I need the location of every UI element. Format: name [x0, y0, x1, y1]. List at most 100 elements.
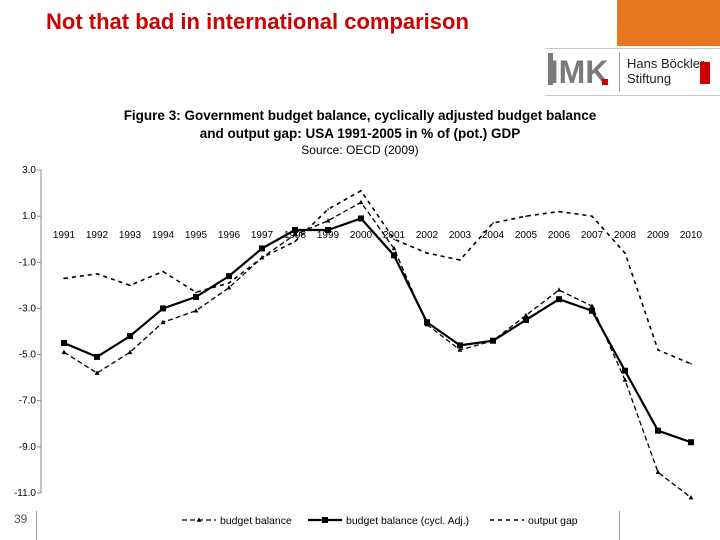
- data-point: [457, 347, 463, 352]
- data-point: [160, 305, 166, 312]
- y-tick-label: 3.0: [22, 165, 36, 176]
- legend-marker: [196, 517, 202, 522]
- data-point: [688, 439, 694, 446]
- x-tick-label: 2005: [515, 230, 538, 241]
- data-point: [622, 367, 628, 374]
- y-tick-label: 1.0: [22, 211, 36, 222]
- chart-legend: budget balance budget balance (cycl. Adj.…: [182, 515, 578, 527]
- data-point: [226, 285, 232, 290]
- chart-title-line1: Figure 3: Government budget balance, cyc…: [124, 108, 597, 123]
- y-tick-label: -9.0: [19, 442, 37, 453]
- logo-line2: Stiftung: [627, 71, 672, 86]
- data-point: [457, 342, 463, 349]
- x-tick-label: 1996: [218, 230, 241, 241]
- x-tick-label: 1999: [317, 230, 340, 241]
- data-point: [393, 238, 395, 241]
- data-point: [228, 282, 230, 284]
- logo-divider-bottom: [545, 95, 720, 96]
- data-point: [94, 353, 100, 360]
- legend-label: budget balance (cycl. Adj.): [346, 515, 469, 527]
- footer-rule-right: [619, 511, 620, 540]
- x-tick-label: 2001: [383, 230, 406, 241]
- data-point: [688, 495, 694, 500]
- data-point: [492, 222, 494, 224]
- data-point: [622, 377, 628, 382]
- chart-source: Source: OECD (2009): [301, 143, 418, 157]
- legend-label: budget balance: [220, 515, 292, 527]
- foundation-logo: Hans Böckler Stiftung: [627, 56, 704, 86]
- budget-balance-chart: Figure 3: Government budget balance, cyc…: [14, 108, 703, 527]
- legend-label: output gap: [528, 515, 578, 527]
- data-point: [292, 226, 298, 233]
- x-tick-label: 2004: [482, 230, 505, 241]
- y-tick-label: -1.0: [19, 257, 37, 268]
- x-tick-label: 2010: [680, 230, 703, 241]
- data-point: [655, 469, 661, 475]
- data-point: [292, 232, 298, 237]
- data-point: [591, 215, 593, 217]
- x-tick-label: 2002: [416, 230, 439, 241]
- page-number: 39: [14, 512, 28, 526]
- x-tick-label: 1994: [152, 230, 175, 241]
- data-point: [63, 277, 65, 280]
- data-point: [61, 349, 67, 355]
- data-point: [690, 363, 692, 365]
- x-tick-label: 1995: [185, 230, 208, 241]
- data-point: [589, 307, 595, 314]
- data-point: [624, 252, 626, 254]
- data-point: [358, 199, 364, 205]
- x-tick-label: 1992: [86, 230, 109, 241]
- x-tick-label: 2006: [548, 230, 571, 241]
- data-point: [226, 273, 232, 280]
- logo-separator: [619, 52, 620, 92]
- data-point: [391, 252, 397, 259]
- y-tick-label: -7.0: [19, 396, 37, 407]
- logo-line1: Hans Böckler: [627, 56, 705, 71]
- data-point: [657, 349, 659, 351]
- data-point: [589, 303, 595, 308]
- series-line-0: [63, 201, 692, 499]
- data-point: [523, 312, 529, 318]
- page-title: Not that bad in international comparison: [46, 9, 469, 34]
- data-point: [162, 270, 164, 273]
- x-tick-label: 1993: [119, 230, 142, 241]
- data-point: [558, 210, 560, 213]
- data-point: [193, 293, 199, 300]
- x-tick-label: 1997: [251, 230, 274, 241]
- data-point: [127, 333, 133, 340]
- logo-divider-top: [545, 48, 720, 49]
- data-point: [655, 427, 661, 434]
- data-point: [391, 245, 397, 251]
- series-line-2: [63, 189, 692, 365]
- data-point: [523, 316, 529, 323]
- data-point: [193, 308, 199, 313]
- data-point: [424, 319, 430, 326]
- footer-rule-left: [36, 511, 37, 540]
- plot-area: 3.0 1.0 -1.0 -3.0 -5.0 -7.0 -9.0 -11.0 1991 1992 1…: [14, 165, 703, 500]
- imk-logo: IMK: [548, 53, 609, 90]
- data-point: [94, 370, 100, 375]
- data-point: [358, 215, 364, 222]
- data-point: [195, 291, 197, 294]
- data-point: [325, 226, 331, 233]
- data-point: [556, 287, 562, 292]
- data-point: [360, 189, 362, 192]
- y-tick-label: -11.0: [14, 488, 36, 499]
- data-point: [129, 284, 131, 287]
- data-point: [96, 273, 98, 275]
- data-point: [459, 259, 461, 261]
- svg-text:IMK: IMK: [550, 54, 609, 90]
- data-point: [127, 349, 133, 355]
- legend-marker: [322, 517, 328, 523]
- data-point: [325, 218, 331, 223]
- series-line-1: [63, 217, 692, 444]
- y-tick-label: -5.0: [19, 350, 37, 361]
- data-point: [261, 256, 263, 259]
- x-tick-label: 2000: [350, 230, 373, 241]
- data-point: [525, 215, 527, 217]
- data-point: [61, 340, 67, 347]
- data-point: [490, 337, 496, 344]
- data-point: [160, 319, 166, 325]
- y-tick-label: -3.0: [19, 303, 37, 314]
- logo-red-bar: [700, 62, 710, 84]
